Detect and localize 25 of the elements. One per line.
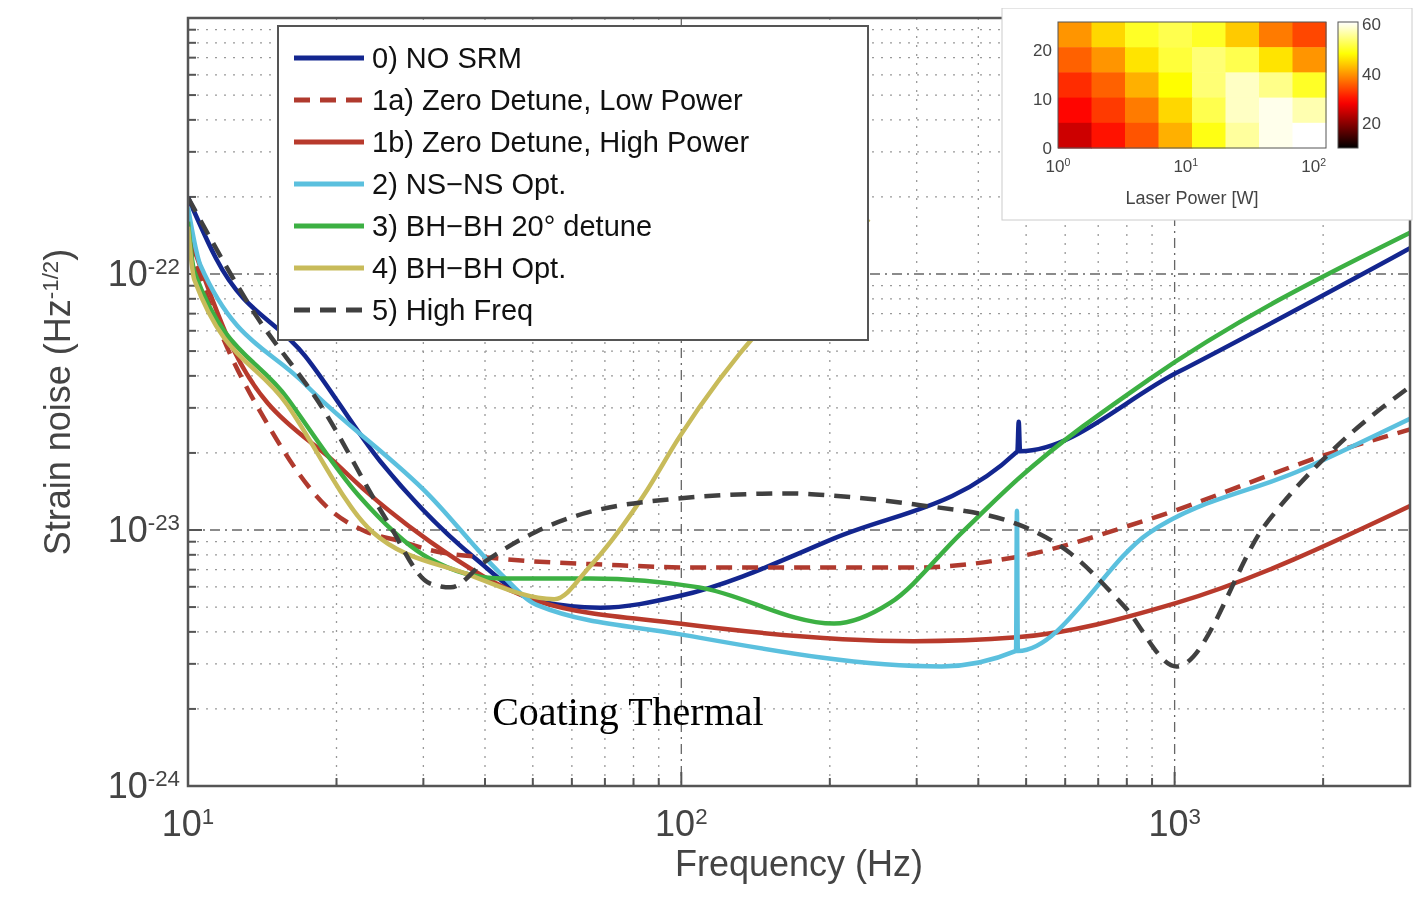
legend-label: 5) High Freq: [372, 294, 534, 326]
color-bar-label: 60: [1362, 15, 1381, 35]
y-tick-label: 10$^{-22}$: [107, 253, 180, 294]
x-axis-title: Laser Power [W]: [1125, 188, 1259, 208]
x-tick-label: 10$^{0}$: [1045, 156, 1071, 176]
y-tick-label: 20: [1033, 41, 1052, 61]
x-tick-label: 10$^{1}$: [1173, 156, 1199, 176]
y-tick-label: 0: [1042, 139, 1052, 158]
x-tick-label: 10$^{3}$: [1148, 803, 1201, 844]
legend-label: 4) BH−BH Opt.: [372, 252, 567, 284]
legend-label: 1a) Zero Detune, Low Power: [372, 84, 744, 116]
legend-label: 1b) Zero Detune, High Power: [372, 126, 750, 158]
x-tick-label: 10$^{2}$: [1301, 156, 1327, 176]
color-bar-label: 20: [1362, 114, 1381, 134]
y-tick-label: 10$^{-24}$: [107, 765, 180, 806]
annotation: Coating Thermal: [492, 688, 764, 734]
y-tick-label: 10: [1033, 90, 1052, 110]
legend-label: 3) BH−BH 20° detune: [372, 210, 653, 242]
x-axis-title: Frequency (Hz): [674, 843, 924, 884]
legend-label: 2) NS−NS Opt.: [372, 168, 567, 200]
x-tick-label: 10$^{1}$: [161, 803, 215, 844]
y-tick-label: 10$^{-23}$: [107, 509, 180, 550]
x-tick-label: 10$^{2}$: [655, 803, 708, 844]
legend-label: 0) NO SRM: [372, 42, 522, 74]
color-bar-label: 40: [1362, 64, 1381, 84]
